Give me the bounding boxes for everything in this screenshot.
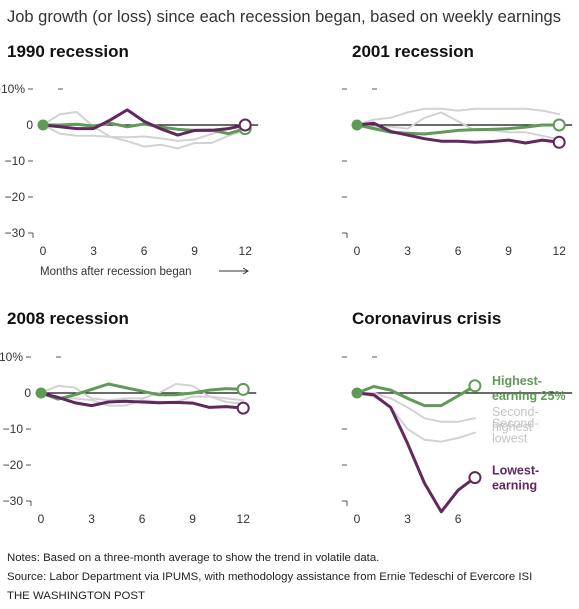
chart-notes: Notes: Based on a three-month average to… — [7, 549, 532, 606]
x-tick-label: 6 — [455, 512, 462, 526]
chart-panel-2: 2001 recession 0 3 6 9 12 — [342, 42, 573, 258]
x-tick-label: 3 — [88, 512, 95, 526]
series-label: earning — [492, 479, 537, 493]
series-line-lowest — [355, 391, 477, 514]
x-tick-label: 12 — [553, 244, 567, 258]
series-line-middle — [42, 124, 247, 142]
x-tick-label: 6 — [139, 512, 146, 526]
series-line-middle — [356, 392, 476, 423]
panel-title: Coronavirus crisis — [352, 309, 501, 328]
end-marker-lowest — [552, 135, 566, 149]
y-tick-label: −10 — [3, 422, 24, 436]
series-label: Second- — [492, 405, 539, 419]
x-tick-label: 9 — [505, 244, 512, 258]
series-label: Lowest- — [492, 464, 539, 478]
y-tick-label: −30 — [3, 494, 24, 508]
y-tick-label: +10% — [0, 350, 23, 364]
x-tick-label: 3 — [90, 244, 97, 258]
x-tick-label: 3 — [404, 512, 411, 526]
series-line-middle — [356, 392, 476, 443]
start-dot — [351, 387, 363, 399]
end-marker-lowest — [468, 471, 482, 485]
panel-title: 2001 recession — [352, 42, 474, 61]
panel-title: 2008 recession — [7, 309, 129, 328]
series-label: earning 25% — [492, 389, 566, 403]
y-tick-label: −20 — [5, 190, 26, 204]
series-line-highest — [355, 384, 477, 408]
series-line-middle — [356, 107, 561, 126]
y-tick-label: +10% — [0, 82, 25, 96]
x-tick-label: 0 — [40, 244, 47, 258]
series-label: Second- — [492, 417, 539, 431]
series-line-middle — [356, 111, 561, 141]
series-line-middle — [40, 392, 245, 407]
panel-title: 1990 recession — [7, 42, 129, 61]
x-tick-label: 0 — [354, 512, 361, 526]
x-tick-label: 6 — [141, 244, 148, 258]
series-line-lowest — [39, 391, 245, 410]
x-tick-label: 6 — [455, 244, 462, 258]
end-marker-lowest — [238, 118, 252, 132]
credit-text: THE WASHINGTON POST — [7, 590, 145, 602]
start-dot — [35, 387, 47, 399]
y-tick-label: 0 — [26, 118, 33, 132]
notes-text: Notes: Based on a three-month average to… — [7, 552, 380, 564]
y-tick-label: 0 — [24, 386, 31, 400]
end-marker-highest — [468, 379, 482, 393]
x-tick-label: 3 — [404, 244, 411, 258]
series-line-lowest — [355, 121, 561, 145]
y-tick-label: −10 — [5, 154, 26, 168]
y-tick-label: −30 — [5, 226, 26, 240]
series-line-middle — [42, 111, 247, 150]
chart-headline: Job growth (or loss) since each recessio… — [7, 8, 561, 26]
start-dot — [351, 119, 363, 131]
series-line-lowest — [41, 108, 247, 137]
x-axis-label: Months after recession began — [40, 266, 192, 278]
end-marker-highest — [552, 118, 566, 132]
series-label: highest — [492, 420, 533, 434]
chart-panel-3: 2008 recession +10% −10 −20 −30 0 0 3 6 9 12 — [0, 309, 257, 526]
x-tick-label: 9 — [191, 244, 198, 258]
x-tick-label: 12 — [239, 244, 253, 258]
x-tick-label: 0 — [38, 512, 45, 526]
series-label: lowest — [492, 432, 528, 446]
chart-panel-4: Coronavirus crisis 0 3 6 Highest-earning 25%… — [342, 309, 573, 526]
series-line-highest — [39, 382, 245, 401]
chart-panel-1: 1990 recession +10% −10 −20 −30 0 0 3 6 9 12 Months… — [0, 42, 259, 278]
x-tick-label: 12 — [237, 512, 251, 526]
y-tick-label: −20 — [3, 458, 24, 472]
x-tick-label: 9 — [189, 512, 196, 526]
source-text: Source: Labor Department via IPUMS, with… — [7, 571, 533, 583]
series-label: Highest- — [492, 374, 542, 388]
end-marker-lowest — [236, 401, 250, 415]
end-marker-highest — [236, 382, 250, 396]
x-axis-arrowhead — [242, 267, 249, 275]
start-dot — [37, 119, 49, 131]
x-tick-label: 0 — [354, 244, 361, 258]
